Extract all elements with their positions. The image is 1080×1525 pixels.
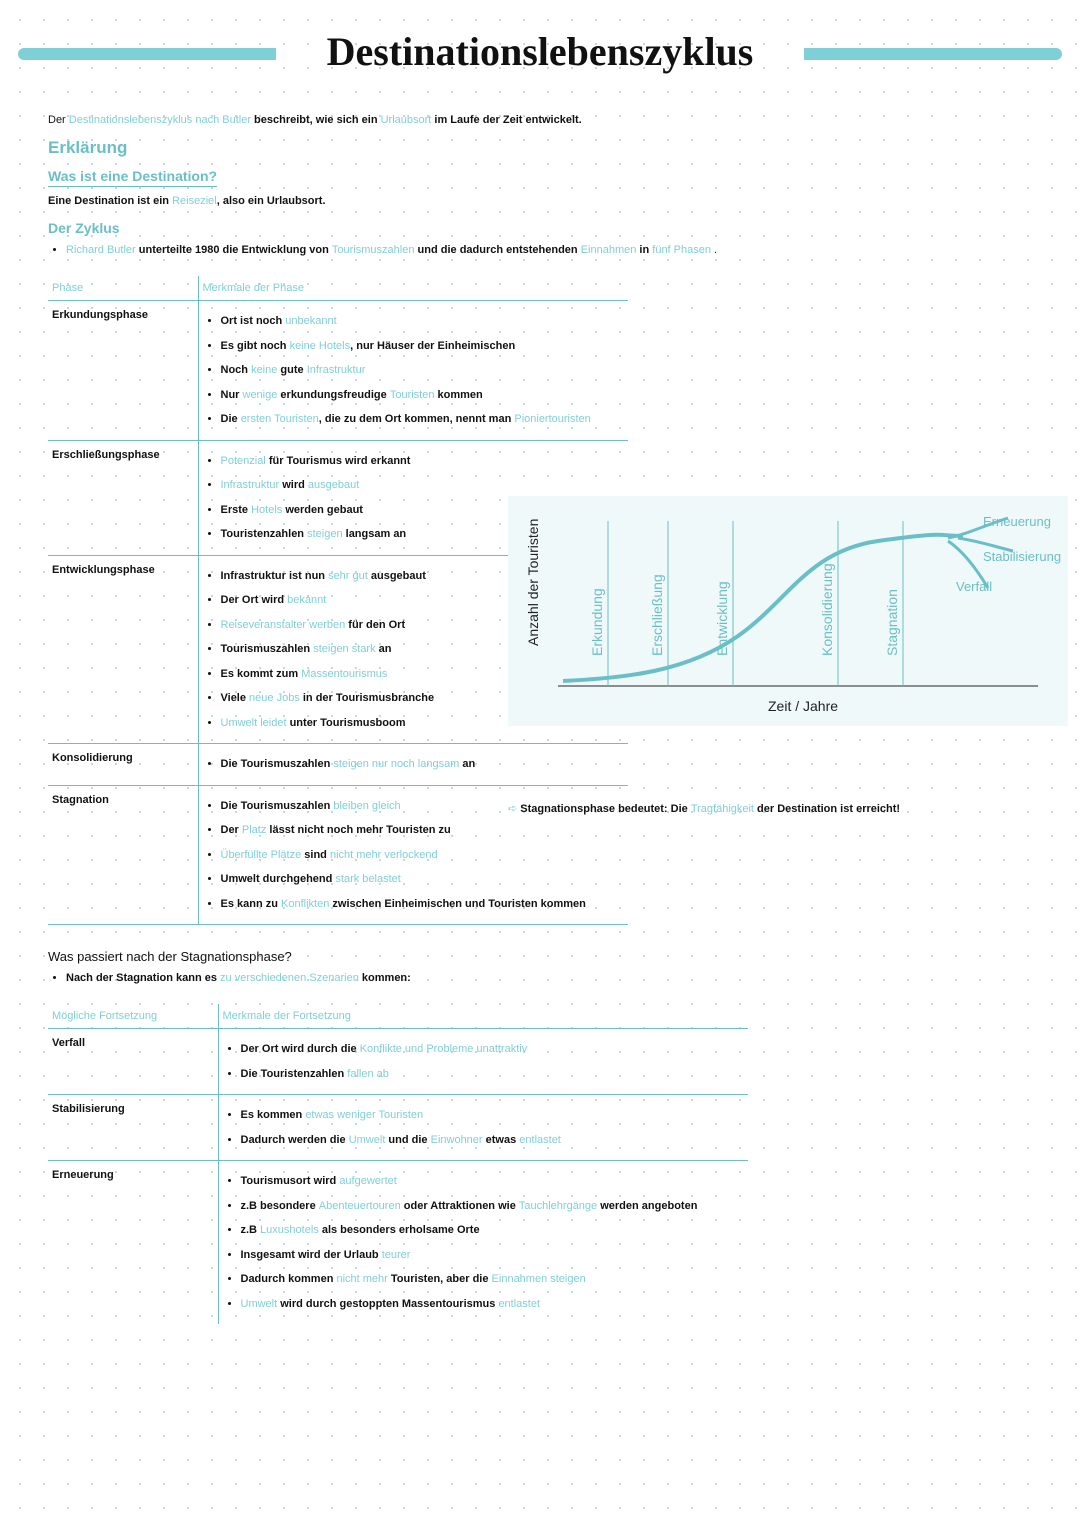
title-banner: Destinationslebenszyklus: [48, 28, 1032, 76]
table-bullet: Die Tourismuszahlen steigen nur noch lan…: [221, 752, 617, 777]
heading-wasist: Was ist eine Destination?: [48, 168, 1032, 187]
lifecycle-chart: Anzahl der Touristen Zeit / Jahre Erkund…: [508, 496, 1068, 726]
table-bullet: z.B Luxushotels als besonders erholsame …: [241, 1218, 737, 1243]
phase-merkmale: Der Ort wird durch die Konflikte und Pro…: [218, 1029, 748, 1095]
table-bullet: Umwelt durchgehend stark belastet: [221, 867, 617, 892]
table-bullet: Potenzial für Tourismus wird erkannt: [221, 449, 617, 474]
zyklus-bullet: Richard Butler unterteilte 1980 die Entw…: [48, 242, 1032, 258]
main-row: Phase Merkmale der Phase Erkundungsphase…: [48, 276, 1032, 925]
phase-merkmale: Tourismusort wird aufgewertetz.B besonde…: [218, 1161, 748, 1325]
table-bullet: Nur wenige erkundungsfreudige Touristen …: [221, 383, 617, 408]
chart-outcome-label: Stabilisierung: [983, 549, 1061, 564]
intro-paragraph: Der Destinationslebenszyklus nach Butler…: [48, 112, 1032, 130]
nach-bullet: Nach der Stagnation kann es zu verschied…: [48, 970, 1032, 986]
chart-phase-label: Konsolidierung: [819, 564, 835, 657]
table-bullet: Dadurch kommen nicht mehr Touristen, abe…: [241, 1267, 737, 1292]
table-row: ErkundungsphaseOrt ist noch unbekanntEs …: [48, 301, 628, 441]
stagnation-callout: ➪ Stagnationsphase bedeutet: Die Tragfäh…: [508, 802, 1080, 815]
th-phase: Phase: [48, 276, 198, 301]
table-bullet: Es gibt noch keine Hotels, nur Häuser de…: [221, 334, 617, 359]
th-fortsetzung: Mögliche Fortsetzung: [48, 1004, 218, 1029]
phase-merkmale: Es kommen etwas weniger TouristenDadurch…: [218, 1095, 748, 1161]
phase-name: Stabilisierung: [48, 1095, 218, 1161]
phase-name: Stagnation: [48, 785, 198, 925]
table-bullet: Tourismusort wird aufgewertet: [241, 1169, 737, 1194]
phase-name: Erschließungsphase: [48, 440, 198, 555]
arrow-icon: ➪: [508, 803, 517, 815]
th-merkmale2: Merkmale der Fortsetzung: [218, 1004, 748, 1029]
table-bullet: Es kann zu Konflikten zwischen Einheimis…: [221, 892, 617, 917]
chart-outcome-label: Erneuerung: [983, 514, 1051, 529]
table-bullet: Dadurch werden die Umwelt und die Einwoh…: [241, 1128, 737, 1153]
chart-outcome-label: Verfall: [956, 579, 992, 594]
phase-name: Verfall: [48, 1029, 218, 1095]
table-bullet: Noch keine gute Infrastruktur: [221, 358, 617, 383]
chart-phase-label: Entwicklung: [714, 581, 730, 656]
chart-phase-label: Erkundung: [589, 588, 605, 656]
table-bullet: Ort ist noch unbekannt: [221, 309, 617, 334]
link-butler[interactable]: Destinationslebenszyklus nach Butler: [69, 114, 251, 126]
table-bullet: Der Ort wird durch die Konflikte und Pro…: [241, 1037, 737, 1062]
table-row: Konsolidierung Die Tourismuszahlen steige…: [48, 744, 628, 786]
table-row: Verfall Der Ort wird durch die Konflikte …: [48, 1029, 748, 1095]
heading-nach-stagnation: Was passiert nach der Stagnationsphase?: [48, 949, 1032, 964]
phase-name: Erkundungsphase: [48, 301, 198, 441]
table-bullet: Umwelt wird durch gestoppten Massentouri…: [241, 1292, 737, 1317]
table-bullet: Die Touristenzahlen fallen ab: [241, 1062, 737, 1087]
page-title: Destinationslebenszyklus: [48, 28, 1032, 75]
lifecycle-chart-svg: Anzahl der Touristen Zeit / Jahre Erkund…: [508, 496, 1068, 726]
y-axis-label: Anzahl der Touristen: [525, 519, 541, 646]
link-urlaubsort[interactable]: Urlaubsort: [381, 114, 432, 126]
phase-name: Entwicklungsphase: [48, 555, 198, 744]
wasist-paragraph: Eine Destination ist ein Reiseziel, also…: [48, 193, 1032, 211]
table-bullet: Insgesamt wird der Urlaub teurer: [241, 1243, 737, 1268]
table-bullet: Überfüllte Plätze sind nicht mehr verloc…: [221, 843, 617, 868]
table-bullet: Der Platz lässt nicht noch mehr Touriste…: [221, 818, 617, 843]
link-reiseziel[interactable]: Reiseziel: [172, 195, 217, 207]
th-merkmale: Merkmale der Phase: [198, 276, 628, 301]
phase-name: Erneuerung: [48, 1161, 218, 1325]
chart-phase-label: Stagnation: [884, 589, 900, 656]
table-row: StabilisierungEs kommen etwas weniger To…: [48, 1095, 748, 1161]
table-bullet: Die ersten Touristen, die zu dem Ort kom…: [221, 407, 617, 432]
table-bullet: Es kommen etwas weniger Touristen: [241, 1103, 737, 1128]
table-bullet: z.B besondere Abenteuertouren oder Attra…: [241, 1194, 737, 1219]
phase-merkmale: Ort ist noch unbekanntEs gibt noch keine…: [198, 301, 628, 441]
phase-name: Konsolidierung: [48, 744, 198, 786]
outcomes-table: Mögliche Fortsetzung Merkmale der Fortse…: [48, 1004, 748, 1324]
table-bullet: Infrastruktur wird ausgebaut: [221, 473, 617, 498]
table-row: ErneuerungTourismusort wird aufgewertetz…: [48, 1161, 748, 1325]
chart-phase-label: Erschließung: [649, 574, 665, 656]
heading-erklaerung: Erklärung: [48, 138, 1032, 158]
phase-merkmale: Die Tourismuszahlen steigen nur noch lan…: [198, 744, 628, 786]
x-axis-label: Zeit / Jahre: [768, 698, 838, 714]
heading-zyklus: Der Zyklus: [48, 220, 1032, 236]
